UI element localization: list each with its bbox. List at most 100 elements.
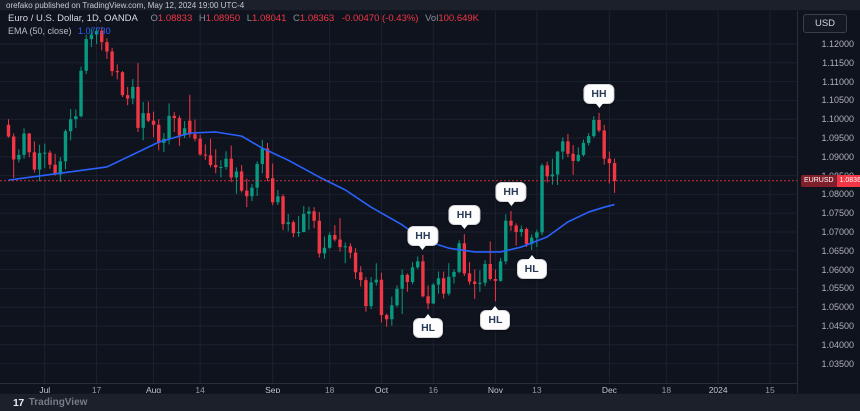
- candle-body: [58, 161, 62, 175]
- candle-body: [17, 154, 21, 160]
- candle-body: [193, 134, 197, 139]
- candle-body: [11, 136, 16, 160]
- candle-body: [488, 263, 492, 279]
- candle-body: [467, 273, 472, 282]
- candle-body: [607, 158, 612, 164]
- open-label: O: [150, 13, 158, 24]
- candle-body: [172, 115, 176, 119]
- candle-body: [296, 232, 301, 234]
- candle-body: [317, 220, 321, 254]
- candle-body: [105, 42, 109, 52]
- candle-body: [281, 196, 285, 225]
- candle-body: [514, 225, 518, 232]
- price-tick-label: 1.05000: [821, 302, 854, 313]
- hl-callout[interactable]: HL: [413, 314, 444, 339]
- candle-body: [493, 279, 498, 281]
- price-tick-label: 1.06500: [821, 245, 854, 256]
- hh-callout[interactable]: HH: [448, 205, 480, 230]
- chart-canvas[interactable]: [0, 0, 797, 383]
- candle-body: [592, 119, 596, 137]
- candle-body: [312, 211, 316, 221]
- candle-body: [400, 274, 404, 289]
- symbol-legend-row[interactable]: Euro / U.S. Dollar, 1D, OANDA O1.08833 H…: [8, 13, 479, 25]
- ema-legend-row[interactable]: EMA (50, close) 1.07730: [8, 25, 479, 37]
- candle-body: [535, 232, 539, 238]
- time-tick-label: Aug: [145, 385, 162, 395]
- price-tick-label: 1.05500: [821, 283, 854, 294]
- candle-body: [291, 222, 296, 234]
- candle-body: [219, 166, 223, 168]
- price-tick-label: 1.08000: [821, 189, 854, 200]
- candle-body: [322, 247, 327, 254]
- time-tick-label: Oct: [374, 385, 389, 395]
- candle-body: [581, 142, 586, 155]
- tradingview-logo-text[interactable]: TradingView: [28, 397, 88, 408]
- candle-body: [550, 174, 555, 177]
- price-axis[interactable]: USD 1.12000 1.11500 1.11000 1.10500 1.10000 1…: [797, 11, 860, 393]
- candle-body: [229, 158, 233, 178]
- hh-callout[interactable]: HH: [407, 225, 439, 250]
- ema-50-line[interactable]: [8, 131, 615, 253]
- chart-legend: Euro / U.S. Dollar, 1D, OANDA O1.08833 H…: [8, 13, 479, 37]
- candle-body: [6, 124, 11, 137]
- candle-body: [478, 282, 482, 284]
- candle-body: [32, 152, 37, 170]
- candle-body: [48, 152, 52, 165]
- candle-body: [84, 39, 88, 71]
- volume-label: Vol: [425, 13, 439, 24]
- candle-body: [519, 228, 524, 232]
- candle-body: [89, 34, 94, 40]
- time-tick-label: 16: [428, 385, 438, 395]
- hl-callout[interactable]: HL: [516, 255, 547, 280]
- last-price-badge-value: 1.08363: [836, 174, 860, 187]
- time-axis[interactable]: Jul 17 Aug 14 Sep 18 Oct 16 Nov 13 Dec 18 2024 15: [0, 383, 797, 395]
- candle-body: [146, 113, 151, 121]
- candle-body: [250, 187, 254, 197]
- publish-info-bar: orefako published on TradingView.com, Ma…: [0, 0, 860, 11]
- candle-body: [37, 153, 42, 170]
- candle-body: [270, 178, 275, 203]
- price-tick-label: 1.04000: [821, 339, 854, 350]
- hh-callout[interactable]: HH: [495, 181, 527, 206]
- candle-body: [462, 243, 467, 274]
- candle-body: [338, 239, 342, 248]
- tradingview-logo-icon[interactable]: 17: [13, 396, 24, 409]
- symbol-title: Euro / U.S. Dollar, 1D, OANDA: [8, 13, 138, 24]
- candle-body: [374, 279, 378, 283]
- candle-body: [74, 116, 78, 120]
- price-tick-label: 1.09000: [821, 151, 854, 162]
- candle-body: [483, 263, 487, 283]
- time-tick-label: 13: [532, 385, 542, 395]
- candle-body: [561, 141, 565, 152]
- candle-body: [260, 148, 265, 164]
- candle-body: [540, 165, 544, 233]
- time-tick-label: Nov: [487, 385, 503, 395]
- candle-body: [390, 305, 394, 320]
- candle-body: [53, 164, 57, 175]
- open-value: 1.08833: [157, 13, 193, 24]
- candle-body: [110, 51, 114, 72]
- candle-body: [504, 220, 508, 262]
- hl-callout[interactable]: HL: [480, 306, 511, 331]
- price-tick-label: 1.10500: [821, 95, 854, 106]
- time-tick-label: Jul: [39, 385, 51, 395]
- candle-body: [151, 120, 156, 125]
- time-tick-label: 18: [661, 385, 672, 395]
- candle-body: [245, 190, 249, 197]
- hh-callout[interactable]: HH: [583, 83, 615, 108]
- candle-body: [359, 272, 363, 281]
- candle-body: [177, 118, 182, 136]
- candle-body: [302, 213, 306, 232]
- currency-toggle-button[interactable]: USD: [803, 14, 847, 33]
- last-price-badge-symbol: EURUSD: [801, 174, 837, 187]
- footer-bar: 17 TradingView: [0, 393, 860, 411]
- time-tick-label: 17: [91, 385, 102, 395]
- candle-body: [125, 95, 130, 99]
- low-value: 1.08041: [252, 13, 287, 24]
- price-tick-label: 1.03500: [821, 358, 854, 369]
- price-tick-label: 1.11000: [822, 76, 854, 87]
- candle-body: [157, 124, 161, 143]
- candle-body: [203, 154, 208, 156]
- candle-body: [94, 30, 99, 35]
